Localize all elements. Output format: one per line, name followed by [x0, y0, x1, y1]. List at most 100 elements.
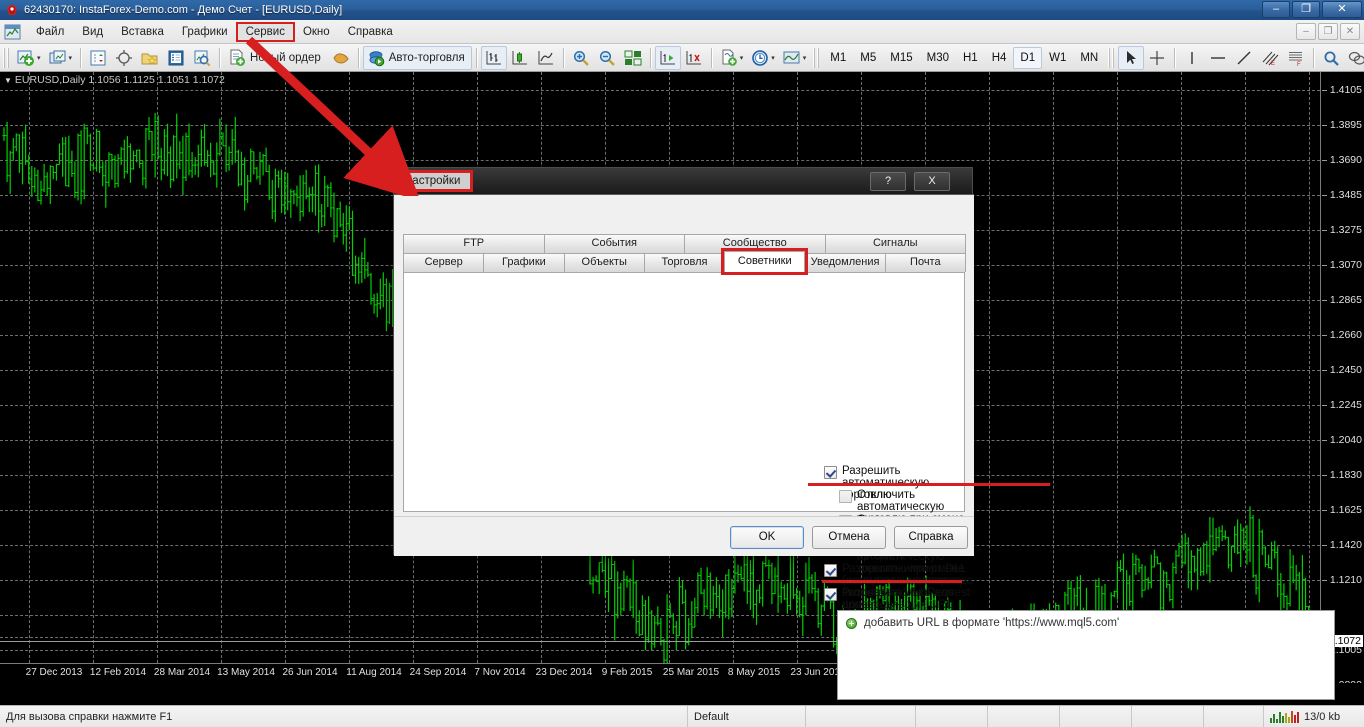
tab-trade[interactable]: Торговля: [643, 253, 726, 272]
periods-button[interactable]: ▾: [747, 46, 779, 70]
navigator-button[interactable]: [137, 46, 163, 70]
tab-charts[interactable]: Графики: [483, 253, 565, 272]
maximize-button[interactable]: ❐: [1292, 1, 1320, 18]
checkbox-disable-on-account-change[interactable]: [839, 490, 852, 503]
url-add-row[interactable]: добавить URL в формате 'https://www.mql5…: [838, 611, 1334, 635]
terminal-button[interactable]: [163, 46, 189, 70]
tab-notifications[interactable]: Уведомления: [804, 253, 886, 272]
text-search-button[interactable]: [1318, 46, 1344, 70]
cancel-button[interactable]: Отмена: [812, 526, 886, 549]
webrequest-url-list[interactable]: добавить URL в формате 'https://www.mql5…: [837, 610, 1335, 700]
new-chart-button[interactable]: ▾: [13, 46, 45, 70]
new-order-button[interactable]: Новый ордер: [224, 46, 328, 70]
timeframe-mn[interactable]: MN: [1080, 51, 1099, 64]
dialog-help-button[interactable]: ?: [870, 172, 906, 191]
date-tick: 8 May 2015: [727, 667, 781, 678]
fibonacci-button[interactable]: F: [1283, 46, 1309, 70]
menu-item-help[interactable]: Справка: [347, 25, 393, 38]
profiles-caret-icon[interactable]: ▾: [68, 54, 73, 62]
new-chart-icon: [17, 49, 35, 67]
toolbar-grip[interactable]: [3, 47, 10, 68]
timeframe-w1[interactable]: W1: [1049, 51, 1067, 64]
tab-expert-advisors[interactable]: Советники: [721, 248, 809, 275]
indicators-caret-icon[interactable]: ▾: [739, 54, 744, 62]
timeframe-m5[interactable]: M5: [860, 51, 877, 64]
price-tick: 1.2660: [1321, 329, 1362, 341]
menu-item-service[interactable]: Сервис: [235, 21, 295, 42]
candlestick-chart-button[interactable]: [507, 46, 533, 70]
status-cell-empty: [1132, 705, 1204, 727]
tab-community[interactable]: Сообщество: [684, 234, 826, 253]
dialog-tabs-row-1: FTP События Сообщество Сигналы: [403, 234, 966, 253]
crosshair-button[interactable]: [1144, 46, 1170, 70]
help-button[interactable]: Справка: [894, 526, 968, 549]
timeframe-d1[interactable]: D1: [1013, 46, 1043, 69]
zoom-out-button[interactable]: [594, 46, 620, 70]
checkbox-allow-algo-trading[interactable]: [824, 466, 837, 479]
profiles-button[interactable]: ▾: [45, 46, 77, 70]
tab-email[interactable]: Почта: [884, 253, 966, 272]
new-chart-caret-icon[interactable]: ▾: [37, 54, 41, 62]
candlestick-chart-icon: [511, 49, 529, 67]
templates-button[interactable]: ▾: [779, 46, 811, 70]
timeframe-h4[interactable]: H4: [991, 51, 1007, 64]
checkbox-allow-webrequest[interactable]: [824, 588, 837, 601]
mdi-restore-button[interactable]: ❐: [1318, 23, 1338, 40]
chart-shift-button[interactable]: [681, 46, 707, 70]
date-tick: 23 Jun 2015: [790, 667, 846, 678]
add-circle-icon[interactable]: [846, 617, 857, 629]
tab-events[interactable]: События: [543, 234, 685, 253]
periods-caret-icon[interactable]: ▾: [771, 54, 775, 62]
menu-item-insert[interactable]: Вставка: [121, 25, 164, 38]
text-label-button[interactable]: [1344, 46, 1364, 70]
status-traffic[interactable]: 13/0 kb: [1264, 706, 1364, 727]
trendline-button[interactable]: [1231, 46, 1257, 70]
timeframe-h1[interactable]: H1: [962, 51, 978, 64]
mdi-minimize-button[interactable]: –: [1296, 23, 1316, 40]
menu-item-charts[interactable]: Графики: [181, 25, 228, 38]
close-button[interactable]: ✕: [1322, 1, 1362, 18]
option-allow-algo-trading[interactable]: Разрешить автоматическую торговлю: [824, 465, 974, 501]
drawing-toolbar-grip[interactable]: [1108, 47, 1116, 68]
bar-chart-button[interactable]: [480, 45, 507, 70]
mql5-community-icon: [332, 49, 350, 67]
mdi-close-button[interactable]: ✕: [1340, 23, 1360, 40]
tab-signals[interactable]: Сигналы: [824, 234, 966, 253]
tab-objects[interactable]: Объекты: [563, 253, 645, 272]
new-order-label: Новый ордер: [250, 51, 321, 64]
mql5-community-button[interactable]: [328, 46, 354, 70]
ok-button[interactable]: OK: [730, 526, 804, 549]
equidistant-channel-button[interactable]: E: [1257, 46, 1283, 70]
menu-item-window[interactable]: Окно: [302, 25, 330, 38]
vertical-line-button[interactable]: [1179, 46, 1205, 70]
line-chart-button[interactable]: [533, 46, 559, 70]
timeframe-m1[interactable]: M1: [830, 51, 847, 64]
profiles-icon: [49, 49, 67, 67]
autotrading-button[interactable]: Авто-торговля: [362, 45, 472, 70]
option-allow-webrequest[interactable]: Разрешить WebRequest для следующих URL:: [824, 587, 974, 611]
price-axis[interactable]: 1.4105 1.3895 1.3690 1.3485 1.3275 1.307…: [1320, 72, 1364, 683]
status-profile[interactable]: Default: [688, 705, 806, 727]
templates-caret-icon[interactable]: ▾: [802, 54, 807, 62]
auto-scroll-button[interactable]: [654, 45, 681, 70]
menu-item-file[interactable]: Файл: [36, 25, 65, 38]
dialog-close-button[interactable]: X: [914, 172, 950, 191]
timeframe-toolbar-grip[interactable]: [813, 47, 821, 68]
horizontal-line-icon: [1209, 49, 1227, 67]
menu-item-view[interactable]: Вид: [82, 25, 104, 38]
horizontal-line-button[interactable]: [1205, 46, 1231, 70]
chevron-down-icon[interactable]: ▼: [4, 76, 12, 85]
cursor-button[interactable]: [1118, 45, 1145, 70]
strategy-tester-button[interactable]: [189, 46, 215, 70]
indicators-button[interactable]: ▾: [716, 46, 748, 70]
timeframe-m30[interactable]: M30: [926, 51, 949, 64]
market-watch-button[interactable]: [85, 46, 111, 70]
zoom-in-button[interactable]: [568, 46, 594, 70]
checkbox-allow-dll-imports[interactable]: [824, 564, 837, 577]
tab-ftp[interactable]: FTP: [403, 234, 545, 253]
tab-server[interactable]: Сервер: [403, 253, 485, 272]
data-window-button[interactable]: [111, 46, 137, 70]
timeframe-m15[interactable]: M15: [890, 51, 913, 64]
minimize-button[interactable]: –: [1262, 1, 1290, 18]
tile-windows-button[interactable]: [620, 46, 646, 70]
